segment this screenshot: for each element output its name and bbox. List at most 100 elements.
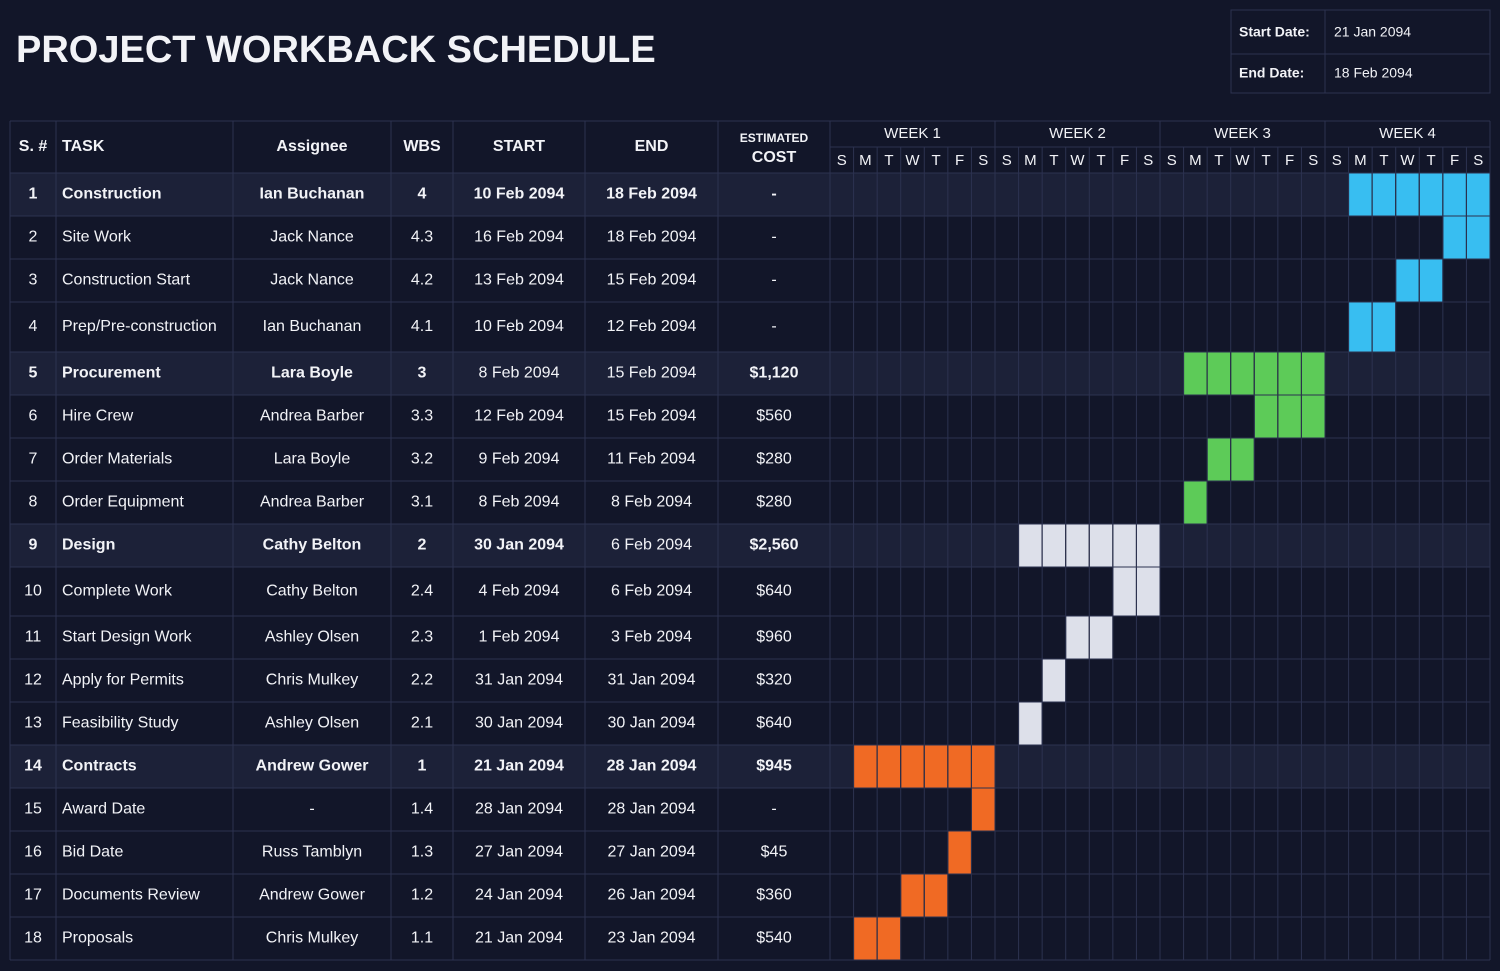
gantt-cell [853, 744, 878, 789]
gantt-cell [1465, 215, 1491, 260]
gantt-cell [1300, 394, 1326, 439]
cell-text: 11 [25, 629, 42, 646]
column-header: START [493, 138, 545, 155]
cell-text: 2 [418, 537, 427, 554]
cell-text: 3 [29, 272, 38, 289]
cell-text: Ashley Olsen [265, 629, 359, 646]
cell-text: Ian Buchanan [263, 318, 362, 335]
day-label: F [1285, 152, 1294, 169]
cell-text: 9 [29, 537, 38, 554]
day-label: S [1167, 152, 1177, 169]
day-label: M [1189, 152, 1202, 169]
cell-text: 15 Feb 2094 [607, 272, 697, 289]
gantt-cell [1277, 394, 1302, 439]
gantt-cell [1253, 394, 1279, 439]
cell-text: 16 [24, 844, 42, 861]
cell-text: - [771, 229, 776, 246]
column-header: ESTIMATED [740, 131, 809, 145]
week-label: WEEK 4 [1379, 125, 1436, 142]
gantt-cell [900, 873, 925, 918]
cell-text: 30 Jan 2094 [475, 715, 563, 732]
cell-text: 10 Feb 2094 [474, 318, 564, 335]
gantt-cell [947, 830, 972, 875]
cell-text: 3.2 [411, 451, 433, 468]
week-label: WEEK 2 [1049, 125, 1106, 142]
cell-text: Documents Review [62, 887, 200, 904]
cell-text: Andrew Gower [259, 887, 365, 904]
cell-text: Bid Date [62, 844, 123, 861]
cell-text: 7 [29, 451, 38, 468]
cell-text: Russ Tamblyn [262, 844, 362, 861]
cell-text: Andrew Gower [256, 758, 369, 775]
cell-text: 1.3 [411, 844, 433, 861]
date-box [1230, 9, 1491, 94]
gantt-cell [1018, 523, 1043, 568]
cell-text: $2,560 [750, 537, 799, 554]
gantt-cell [1230, 351, 1255, 396]
cell-text: 1 Feb 2094 [479, 629, 560, 646]
day-label: S [837, 152, 847, 169]
cell-text: 4.2 [411, 272, 433, 289]
cell-text: 4 Feb 2094 [479, 583, 560, 600]
cell-text: 12 [24, 672, 42, 689]
day-label: S [1473, 152, 1483, 169]
title: PROJECT WORKBACK SCHEDULE [16, 29, 656, 71]
cell-text: Prep/Pre-construction [62, 318, 217, 335]
cell-text: $640 [756, 583, 792, 600]
cell-text: 4.3 [411, 229, 433, 246]
start-date: 21 Jan 2094 [1334, 24, 1411, 40]
cell-text: $280 [756, 451, 792, 468]
cell-text: 31 Jan 2094 [607, 672, 695, 689]
end-label: End Date: [1239, 65, 1304, 81]
cell-text: Order Equipment [62, 494, 184, 511]
gantt-cell [1253, 351, 1279, 396]
gantt-cell [1230, 437, 1255, 482]
gantt-cell [1018, 701, 1043, 746]
day-label: S [1332, 152, 1342, 169]
cell-text: 16 Feb 2094 [474, 229, 564, 246]
cell-text: 6 Feb 2094 [611, 537, 692, 554]
cell-text: 2.2 [411, 672, 433, 689]
day-label: S [978, 152, 988, 169]
day-label: T [884, 152, 893, 169]
cell-text: 6 [29, 408, 38, 425]
cell-text: Complete Work [62, 583, 173, 600]
cell-text: 28 Jan 2094 [607, 801, 695, 818]
gantt-cell [1041, 523, 1067, 568]
gantt-cell [1395, 258, 1420, 303]
day-label: F [1120, 152, 1129, 169]
cell-text: 2 [29, 229, 38, 246]
cell-text: 24 Jan 2094 [475, 887, 563, 904]
cell-text: 15 Feb 2094 [607, 408, 697, 425]
cell-text: 8 [29, 494, 38, 511]
cell-text: Ashley Olsen [265, 715, 359, 732]
gantt-cell [1442, 172, 1467, 217]
cell-text: 26 Jan 2094 [607, 887, 695, 904]
cell-text: 1.4 [411, 801, 433, 818]
cell-text: 13 Feb 2094 [474, 272, 564, 289]
gantt-cell [1348, 172, 1373, 217]
cell-text: - [771, 272, 776, 289]
cell-text: 18 Feb 2094 [607, 229, 697, 246]
gantt-cell [1206, 351, 1232, 396]
column-header: END [635, 138, 669, 155]
cell-text: Chris Mulkey [266, 672, 358, 689]
gantt-cell [1348, 301, 1373, 353]
cell-text: 8 Feb 2094 [611, 494, 692, 511]
cell-text: $360 [756, 887, 792, 904]
cell-text: Feasibility Study [62, 715, 179, 732]
cell-text: Chris Mulkey [266, 930, 358, 947]
cell-text: - [771, 186, 776, 203]
column-header: S. # [19, 138, 48, 155]
cell-text: 2.1 [411, 715, 433, 732]
cell-text: 3 Feb 2094 [611, 629, 692, 646]
cell-text: Ian Buchanan [260, 186, 365, 203]
cell-text: Contracts [62, 758, 137, 775]
cell-text: $560 [756, 408, 792, 425]
summary-row [10, 173, 1490, 216]
day-label: T [1379, 152, 1388, 169]
cell-text: $640 [756, 715, 792, 732]
day-label: W [1400, 152, 1415, 169]
cell-text: 12 Feb 2094 [607, 318, 697, 335]
